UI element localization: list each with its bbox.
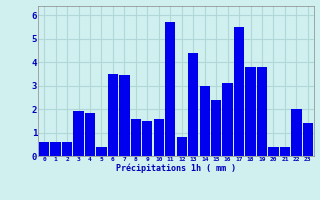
Bar [257,67,267,156]
Bar [142,121,153,156]
Bar [165,22,175,156]
Bar [96,147,107,156]
Bar [108,74,118,156]
Bar [199,86,210,156]
X-axis label: Précipitations 1h ( mm ): Précipitations 1h ( mm ) [116,163,236,173]
Bar [177,137,187,156]
Bar [188,53,198,156]
Bar [245,67,256,156]
Bar [119,75,130,156]
Bar [51,142,61,156]
Bar [73,111,84,156]
Bar [303,123,313,156]
Bar [291,109,301,156]
Bar [268,147,279,156]
Bar [131,118,141,156]
Bar [154,118,164,156]
Bar [234,27,244,156]
Bar [62,142,72,156]
Bar [85,113,95,156]
Bar [211,100,221,156]
Bar [280,147,290,156]
Bar [39,142,49,156]
Bar [222,83,233,156]
